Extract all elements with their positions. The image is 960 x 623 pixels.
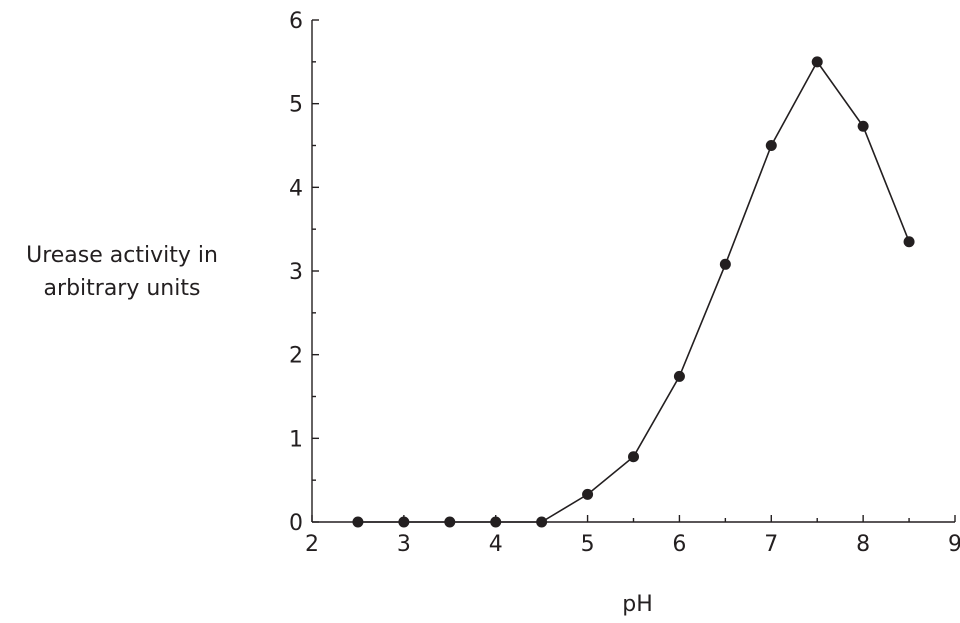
y-axis-title-line-1: Urease activity in <box>26 243 218 268</box>
axes <box>311 20 955 523</box>
x-tick-label: 2 <box>305 532 319 557</box>
x-tick-label: 9 <box>948 532 960 557</box>
x-tick-label: 4 <box>489 532 503 557</box>
y-tick-label: 1 <box>289 427 303 452</box>
y-tick-label: 6 <box>289 9 303 34</box>
data-point <box>536 516 548 528</box>
y-axis-title-line-2: arbitrary units <box>44 276 201 301</box>
y-tick-label: 5 <box>289 93 303 118</box>
data-point <box>719 258 731 270</box>
data-point <box>857 120 869 132</box>
y-tick-label: 4 <box>289 176 303 201</box>
data-point <box>903 236 915 248</box>
y-tick-label: 2 <box>289 344 303 369</box>
data-point <box>582 488 594 500</box>
x-tick-label: 8 <box>856 532 870 557</box>
x-ticks: 2 3 4 5 6 7 8 9 <box>305 515 960 557</box>
x-tick-label: 5 <box>581 532 595 557</box>
x-tick-label: 7 <box>764 532 778 557</box>
data-point <box>398 516 410 528</box>
x-axis-title: pH <box>622 592 653 617</box>
x-tick-label: 6 <box>672 532 686 557</box>
plot-area <box>352 56 915 528</box>
data-point <box>490 516 502 528</box>
data-point <box>765 140 777 151</box>
data-point <box>673 370 685 382</box>
y-ticks: 0 1 2 3 4 5 6 <box>289 9 319 536</box>
data-point <box>444 516 456 528</box>
data-point <box>811 56 823 68</box>
data-point <box>352 516 364 528</box>
data-point <box>628 451 639 463</box>
x-tick-label: 3 <box>397 532 411 557</box>
y-tick-label: 0 <box>289 511 303 536</box>
y-tick-label: 3 <box>289 260 303 285</box>
